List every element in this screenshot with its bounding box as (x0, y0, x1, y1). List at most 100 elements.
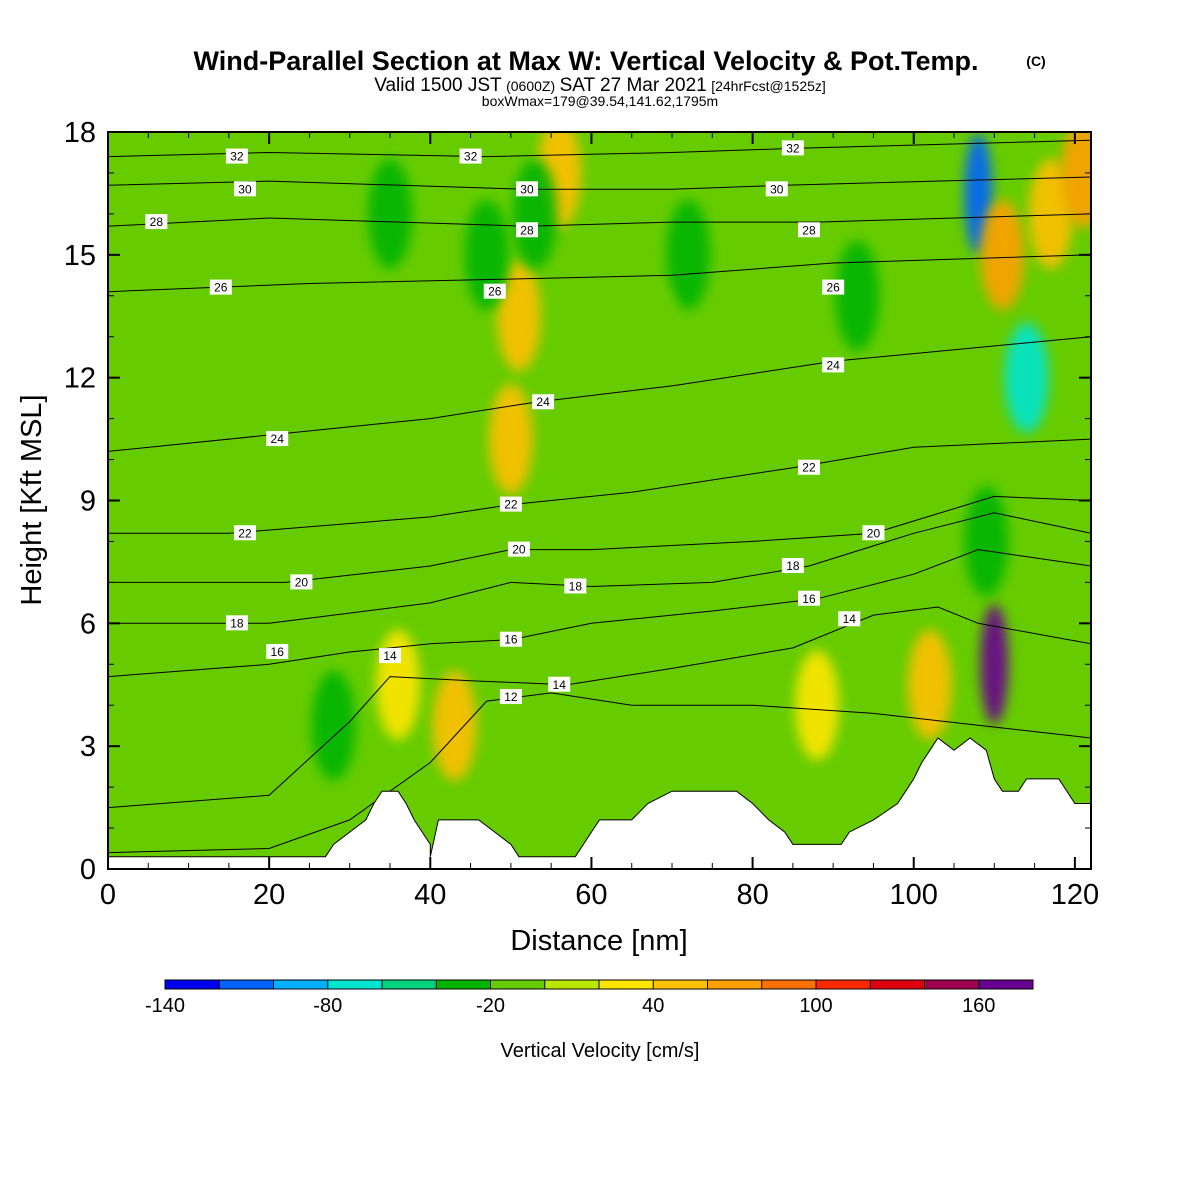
contour-label: 24 (822, 357, 845, 373)
contour-labels: 32 32 32 30 30 30 28 28 28 26 26 26 24 24 24 22 22 22 20 20… (145, 140, 885, 705)
subtitle-forecast: [24hrFcst@1525z] (711, 78, 826, 94)
chart-subtitle-line2: boxWmax=179@39.54,141.62,1795m (482, 93, 718, 109)
contour-label-text: 16 (271, 645, 285, 659)
contour-label: 18 (564, 578, 587, 594)
colorbar-swatch (924, 980, 980, 989)
colorbar-tick-label: 40 (642, 995, 664, 1017)
contour-label-box (781, 558, 804, 574)
chart-subtitle: Valid 1500 JST (0600Z) SAT 27 Mar 2021 [… (374, 75, 826, 96)
contour-label-box (838, 611, 861, 627)
contour-label-box (507, 541, 530, 557)
contour-label: 14 (548, 676, 571, 692)
w-field-cell (980, 199, 1025, 310)
colorbar-swatch (219, 980, 274, 989)
contour-label-text: 26 (214, 281, 228, 295)
contour-label-box (233, 525, 256, 541)
contour-label: 26 (483, 283, 506, 299)
w-field-cell (311, 670, 356, 781)
contour-label-text: 18 (569, 579, 583, 593)
contour-label-text: 32 (230, 150, 244, 164)
x-tick-label: 100 (890, 879, 938, 911)
subtitle-valid: Valid 1500 JST (374, 75, 502, 96)
contour-label-text: 14 (843, 612, 857, 626)
contour-label-text: 20 (295, 575, 309, 589)
contour-label-text: 30 (520, 182, 534, 196)
contour-label-box (290, 574, 313, 590)
contour-label-text: 30 (238, 182, 252, 196)
contour-label-box (483, 283, 506, 299)
contour-label-box (797, 590, 820, 606)
y-tick-label: 18 (64, 117, 96, 149)
colorbar-swatch (978, 980, 1034, 989)
contour-label-box (379, 648, 402, 664)
contour-label-text: 18 (786, 559, 800, 573)
w-field-cell (835, 240, 880, 351)
colorbar-tick-label: -80 (313, 995, 342, 1017)
contour-label: 16 (266, 643, 289, 659)
subtitle-date: SAT 27 Mar 2021 (560, 75, 707, 96)
contour-label-box (145, 214, 168, 230)
contour-label-text: 32 (786, 141, 800, 155)
w-field-cell (907, 629, 952, 740)
y-tick-label: 12 (64, 363, 96, 395)
contour-label-box (797, 459, 820, 475)
y-tick-label: 6 (80, 608, 96, 640)
contour-label: 28 (145, 214, 168, 230)
contour-label-box (781, 140, 804, 156)
colorbar: -140 -80 -20 40 100 160 (145, 979, 1034, 1017)
axes: 0 20 40 60 80 100 120 0 3 6 9 12 15 18 (64, 117, 1099, 911)
contour-label: 22 (797, 459, 820, 475)
w-field-cell (666, 199, 711, 310)
x-tick-label: 60 (575, 879, 607, 911)
colorbar-swatch (165, 980, 220, 989)
contour-label-text: 24 (271, 432, 285, 446)
contour-label-text: 16 (504, 633, 518, 647)
contour-label-text: 14 (553, 678, 567, 692)
contour-label: 18 (225, 615, 248, 631)
contour-label-box (499, 631, 522, 647)
colorbar-swatch (490, 980, 546, 989)
colorbar-swatch (327, 980, 383, 989)
contour-label: 14 (838, 611, 861, 627)
contour-label-box (233, 181, 256, 197)
contour-label-box (225, 615, 248, 631)
subtitle-zulu: (0600Z) (506, 78, 555, 94)
theta-contour-line (108, 213, 1091, 227)
contour-label-box (532, 394, 555, 410)
contour-label: 18 (781, 558, 804, 574)
contour-label: 26 (822, 279, 845, 295)
contour-label: 28 (797, 222, 820, 238)
contour-label: 26 (209, 279, 232, 295)
contour-label-box (225, 148, 248, 164)
contour-label: 24 (532, 394, 555, 410)
contour-label: 22 (499, 496, 522, 512)
contour-label: 20 (862, 525, 885, 541)
colorbar-swatch (870, 980, 925, 989)
contour-label-box (266, 431, 289, 447)
contour-label-text: 26 (488, 285, 502, 299)
contour-label-box (515, 181, 538, 197)
y-tick-label: 0 (80, 854, 96, 886)
contour-label-text: 24 (536, 395, 550, 409)
colorbar-swatch (707, 980, 763, 989)
w-field-cell (488, 384, 533, 495)
theta-contour-line (108, 606, 1091, 809)
w-field-cell (368, 158, 413, 269)
contour-label: 20 (290, 574, 313, 590)
x-tick-label: 40 (414, 879, 446, 911)
contour-label-box (862, 525, 885, 541)
colorbar-title: Vertical Velocity [cm/s] (501, 1040, 700, 1062)
w-field-cell (464, 199, 509, 310)
y-tick-label: 9 (80, 486, 96, 518)
colorbar-swatch (761, 980, 817, 989)
colorbar-swatch (653, 980, 708, 989)
w-field-cell (513, 158, 558, 269)
contour-label-text: 28 (802, 223, 816, 237)
contour-label-text: 20 (512, 543, 526, 557)
terrain (107, 737, 1092, 870)
contour-label-text: 30 (770, 182, 784, 196)
contour-label-box (765, 181, 788, 197)
colorbar-swatch (382, 980, 437, 989)
colorbar-tick-label: 100 (799, 995, 832, 1017)
